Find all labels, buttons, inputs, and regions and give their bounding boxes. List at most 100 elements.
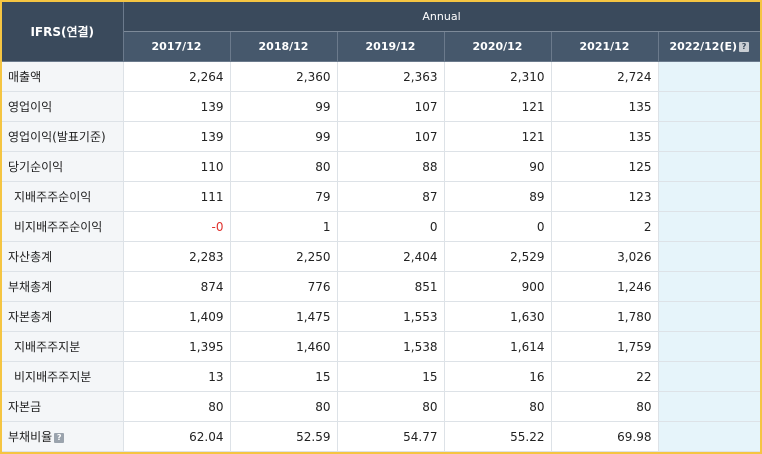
row-label-text: 지배주주지분	[14, 340, 81, 354]
estimate-cell	[658, 181, 760, 212]
value-cell: 1,614	[444, 331, 552, 362]
value-cell: 135	[551, 91, 659, 122]
value-cell: 52.59	[230, 421, 338, 452]
estimate-cell	[658, 241, 760, 272]
row-label-text: 영업이익(발표기준)	[8, 130, 106, 144]
year-header: 2019/12	[337, 31, 445, 62]
table-row: 비지배주주순이익 -0 1 0 0 2	[2, 211, 760, 242]
row-label-text: 부채총계	[8, 280, 53, 294]
annual-header-label: Annual	[422, 10, 461, 23]
value-cell: -0	[123, 211, 231, 242]
value-cell: 125	[551, 151, 659, 182]
row-label: 지배주주지분	[2, 331, 124, 362]
year-header: 2020/12	[444, 31, 552, 62]
table-row: 부채총계 874 776 851 900 1,246	[2, 271, 760, 302]
table-row: 영업이익 139 99 107 121 135	[2, 91, 760, 122]
value-cell: 99	[230, 91, 338, 122]
value-cell: 1	[230, 211, 338, 242]
table-row: 자산총계 2,283 2,250 2,404 2,529 3,026	[2, 241, 760, 272]
value-cell: 2	[551, 211, 659, 242]
table-row: 매출액 2,264 2,360 2,363 2,310 2,724	[2, 61, 760, 92]
question-mark-icon[interactable]: ?	[739, 42, 750, 52]
value-cell: 80	[123, 391, 231, 422]
value-cell: 110	[123, 151, 231, 182]
value-cell: 111	[123, 181, 231, 212]
table-row: 지배주주지분 1,395 1,460 1,538 1,614 1,759	[2, 331, 760, 362]
value-cell: 1,475	[230, 301, 338, 332]
row-label: 자본금	[2, 391, 124, 422]
table-row: 자본금 80 80 80 80 80	[2, 391, 760, 422]
value-cell: 123	[551, 181, 659, 212]
year-label: 2022/12(E)	[669, 40, 738, 53]
estimate-cell	[658, 301, 760, 332]
row-label: 부채비율?	[2, 421, 124, 452]
value-cell: 89	[444, 181, 552, 212]
row-label: 부채총계	[2, 271, 124, 302]
value-cell: 2,250	[230, 241, 338, 272]
value-cell: 2,724	[551, 61, 659, 92]
table-row: 영업이익(발표기준) 139 99 107 121 135	[2, 121, 760, 152]
value-cell: 80	[444, 391, 552, 422]
estimate-cell	[658, 271, 760, 302]
value-cell: 874	[123, 271, 231, 302]
value-cell: 2,363	[337, 61, 445, 92]
value-cell: 1,460	[230, 331, 338, 362]
value-cell: 1,759	[551, 331, 659, 362]
value-cell: 139	[123, 121, 231, 152]
value-cell: 99	[230, 121, 338, 152]
ifrs-header: IFRS(연결)	[2, 2, 124, 62]
value-cell: 107	[337, 91, 445, 122]
row-label-text: 부채비율	[8, 430, 53, 444]
value-cell: 851	[337, 271, 445, 302]
value-cell: 1,553	[337, 301, 445, 332]
row-label-text: 비지배주주지분	[14, 370, 92, 384]
value-cell: 55.22	[444, 421, 552, 452]
value-cell: 90	[444, 151, 552, 182]
table-row: 비지배주주지분 13 15 15 16 22	[2, 361, 760, 392]
table-row: 자본총계 1,409 1,475 1,553 1,630 1,780	[2, 301, 760, 332]
value-cell: 2,529	[444, 241, 552, 272]
row-label-text: 당기순이익	[8, 160, 64, 174]
value-cell: 139	[123, 91, 231, 122]
value-cell: 79	[230, 181, 338, 212]
row-label-text: 비지배주주순이익	[14, 220, 103, 234]
value-cell: 0	[337, 211, 445, 242]
row-label: 지배주주순이익	[2, 181, 124, 212]
value-cell: 2,310	[444, 61, 552, 92]
table-row: 지배주주순이익 111 79 87 89 123	[2, 181, 760, 212]
estimate-cell	[658, 121, 760, 152]
row-label: 비지배주주순이익	[2, 211, 124, 242]
ifrs-header-label: IFRS(연결)	[30, 25, 95, 39]
value-cell: 88	[337, 151, 445, 182]
year-label: 2018/12	[258, 40, 309, 53]
value-cell: 2,264	[123, 61, 231, 92]
row-label: 매출액	[2, 61, 124, 92]
value-cell: 80	[551, 391, 659, 422]
year-header-estimate: 2022/12(E)?	[658, 31, 760, 62]
estimate-cell	[658, 211, 760, 242]
year-header: 2021/12	[551, 31, 659, 62]
value-cell: 16	[444, 361, 552, 392]
estimate-cell	[658, 61, 760, 92]
estimate-cell	[658, 421, 760, 452]
table-row: 당기순이익 110 80 88 90 125	[2, 151, 760, 182]
row-label-text: 지배주주순이익	[14, 190, 92, 204]
table-row: 부채비율? 62.04 52.59 54.77 55.22 69.98	[2, 421, 760, 452]
row-label: 영업이익	[2, 91, 124, 122]
value-cell: 54.77	[337, 421, 445, 452]
value-cell: 15	[230, 361, 338, 392]
value-cell: 80	[230, 391, 338, 422]
value-cell: 1,395	[123, 331, 231, 362]
question-mark-icon[interactable]: ?	[54, 433, 65, 443]
estimate-cell	[658, 151, 760, 182]
row-label: 영업이익(발표기준)	[2, 121, 124, 152]
row-label-text: 자본금	[8, 400, 42, 414]
value-cell: 2,360	[230, 61, 338, 92]
value-cell: 15	[337, 361, 445, 392]
value-cell: 13	[123, 361, 231, 392]
value-cell: 1,409	[123, 301, 231, 332]
value-cell: 3,026	[551, 241, 659, 272]
row-label: 자산총계	[2, 241, 124, 272]
